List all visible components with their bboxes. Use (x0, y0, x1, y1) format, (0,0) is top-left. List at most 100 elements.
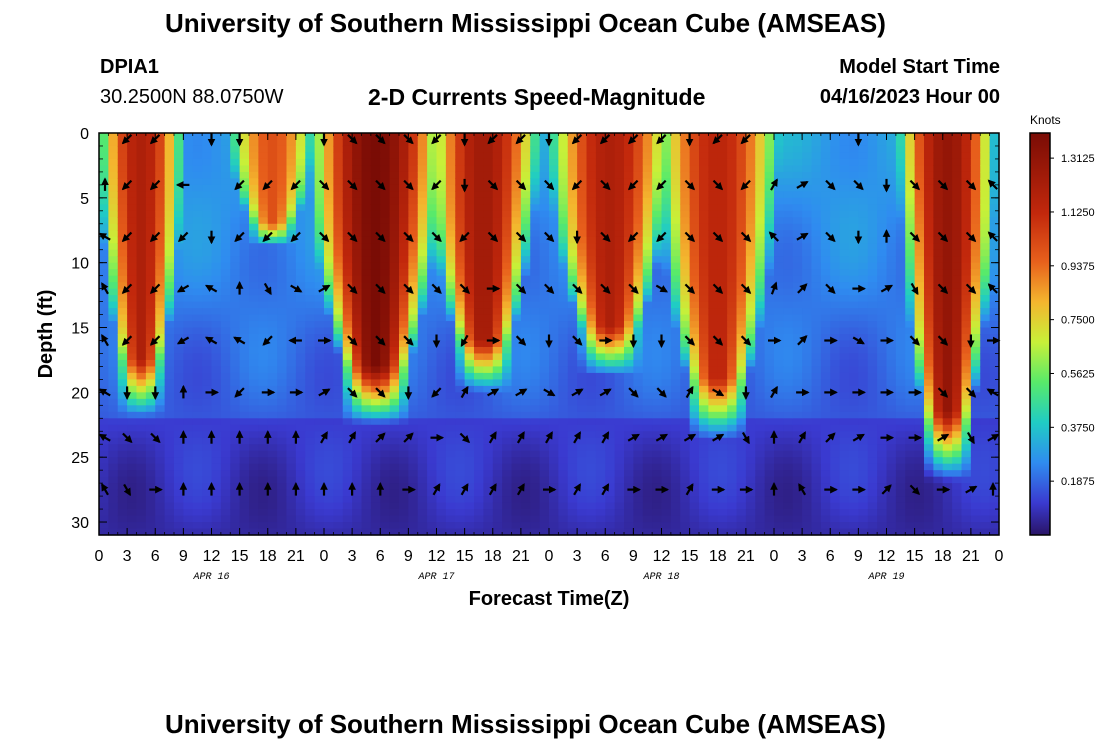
heatmap-cell (755, 256, 766, 264)
heatmap-cell (614, 411, 625, 419)
heatmap-cell (642, 418, 653, 426)
heatmap-cell (624, 496, 634, 504)
heatmap-cell (680, 398, 691, 406)
heatmap-cell (333, 249, 344, 257)
heatmap-cell (99, 256, 109, 264)
heatmap-cell (267, 217, 278, 225)
heatmap-cell (520, 483, 531, 491)
heatmap-cell (239, 282, 250, 290)
heatmap-cell (774, 353, 784, 361)
heatmap-cell (483, 321, 494, 329)
heatmap-cell (361, 152, 372, 160)
heatmap-cell (108, 522, 119, 530)
heatmap-cell (399, 418, 409, 426)
heatmap-cell (605, 230, 616, 238)
heatmap-cell (136, 327, 147, 335)
heatmap-cell (145, 217, 156, 225)
heatmap-cell (258, 256, 269, 264)
heatmap-cell (614, 385, 625, 393)
heatmap-cell (764, 210, 775, 218)
heatmap-cell (830, 359, 841, 368)
heatmap-cell (820, 366, 831, 374)
page-title: University of Southern Mississippi Ocean… (165, 8, 886, 38)
heatmap-cell (324, 314, 334, 322)
heatmap-cell (830, 282, 841, 290)
heatmap-cell (670, 522, 681, 530)
heatmap-cell (202, 457, 213, 465)
heatmap-cell (117, 204, 128, 212)
heatmap-cell (783, 275, 794, 283)
heatmap-cell (717, 366, 728, 374)
heatmap-cell (192, 145, 203, 154)
heatmap-cell (502, 385, 513, 393)
heatmap-cell (314, 366, 325, 374)
heatmap-cell (445, 496, 456, 504)
heatmap-cell (192, 379, 203, 387)
heatmap-cell (699, 133, 709, 141)
heatmap-cell (352, 295, 363, 303)
heatmap-cell (474, 457, 484, 465)
heatmap-cell (783, 463, 794, 471)
heatmap-cell (277, 489, 288, 497)
heatmap-cell (211, 308, 222, 316)
heatmap-cell (680, 133, 691, 141)
heatmap-cell (727, 346, 738, 355)
heatmap-cell (530, 210, 541, 218)
heatmap-cell (530, 197, 541, 205)
heatmap-cell (764, 418, 775, 426)
heatmap-cell (117, 152, 128, 160)
heatmap-cell (699, 346, 709, 355)
heatmap-cell (830, 145, 841, 154)
heatmap-cell (642, 509, 653, 517)
heatmap-cell (399, 372, 409, 380)
heatmap-cell (511, 295, 522, 303)
heatmap-cell (117, 327, 128, 335)
heatmap-cell (417, 256, 428, 264)
heatmap-cell (511, 256, 522, 264)
heatmap-cell (380, 522, 391, 530)
heatmap-cell (670, 275, 681, 283)
model-start-label: Model Start Time (839, 56, 1000, 78)
heatmap-cell (230, 249, 241, 257)
heatmap-cell (839, 243, 850, 251)
heatmap-cell (745, 476, 756, 484)
heatmap-cell (455, 158, 466, 167)
heatmap-cell (567, 366, 578, 374)
heatmap-cell (230, 243, 241, 251)
heatmap-cell (445, 372, 456, 380)
heatmap-cell (99, 366, 109, 374)
heatmap-cell (605, 145, 616, 154)
heatmap-cell (155, 204, 166, 212)
heatmap-cell (839, 223, 850, 231)
heatmap-cell (830, 152, 841, 160)
heatmap-cell (155, 191, 166, 199)
heatmap-cell (183, 301, 194, 309)
heatmap-cell (614, 301, 625, 309)
heatmap-cell (483, 204, 494, 212)
heatmap-cell (502, 165, 513, 173)
heatmap-cell (586, 308, 597, 316)
heatmap-cell (352, 515, 363, 523)
heatmap-cell (314, 457, 325, 465)
heatmap-cell (427, 301, 438, 309)
heatmap-cell (145, 314, 156, 322)
heatmap-cell (483, 334, 494, 342)
heatmap-cell (145, 210, 156, 218)
heatmap-cell (586, 236, 597, 244)
heatmap-cell (155, 470, 166, 478)
heatmap-cell (633, 171, 644, 179)
heatmap-cell (408, 359, 419, 368)
heatmap-cell (436, 230, 447, 238)
heatmap-cell (792, 437, 803, 445)
heatmap-cell (445, 243, 456, 251)
heatmap-cell (258, 145, 269, 154)
heatmap-cell (820, 346, 831, 355)
heatmap-cell (708, 444, 719, 452)
heatmap-cell (455, 262, 466, 270)
heatmap-cell (361, 418, 372, 426)
heatmap-cell (849, 288, 859, 296)
heatmap-cell (586, 243, 597, 251)
heatmap-cell (839, 249, 850, 257)
heatmap-cell (764, 275, 775, 283)
heatmap-cell (249, 262, 259, 270)
